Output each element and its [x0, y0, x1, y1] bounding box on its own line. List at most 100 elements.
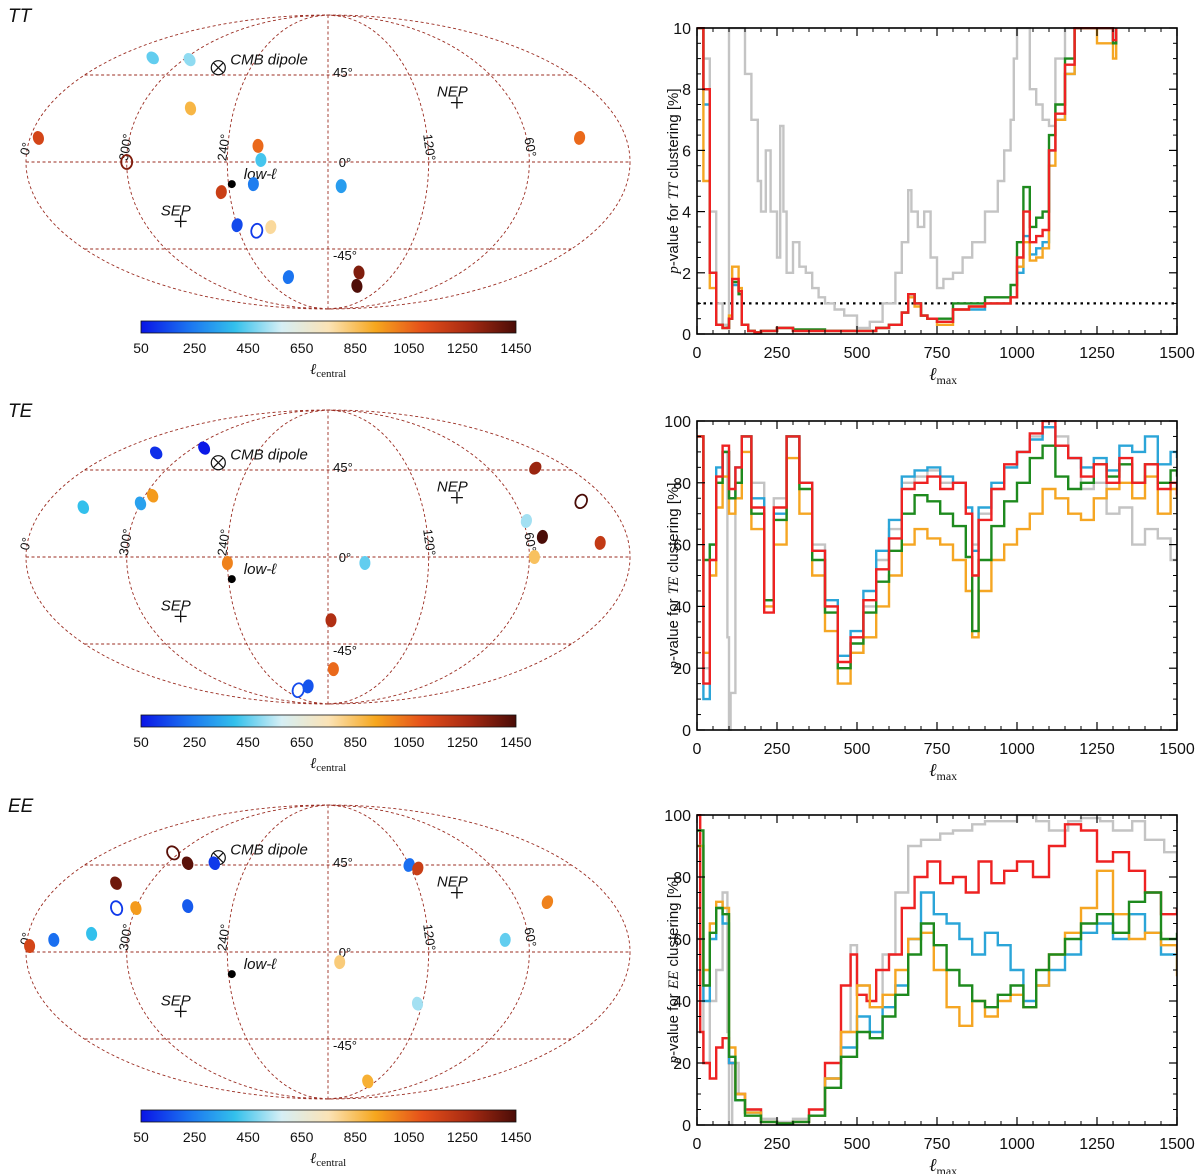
series-orange: [697, 844, 1177, 1125]
label-lat_m45: -45°: [333, 643, 357, 658]
x-tick-label: 1250: [1079, 345, 1115, 362]
spot-2: [198, 441, 211, 455]
spot-10: [291, 682, 305, 699]
label-lat_45: 45°: [333, 65, 353, 80]
spot-15: [353, 265, 365, 280]
colorbar-bar: [140, 1109, 517, 1123]
meridian-240: [226, 14, 329, 310]
spot-13: [362, 1074, 374, 1089]
spot-6: [221, 556, 233, 570]
y-tick-label: 100: [664, 414, 691, 431]
meridian-240: [226, 409, 329, 705]
colorbar-tt: 50 250 450 650 850 1050 1250 1450 ℓcentral: [133, 320, 532, 380]
x-tick-label: 1000: [999, 1136, 1035, 1153]
sep-marker: [174, 215, 187, 228]
y-axis-label: p-value for TE clustering [%]: [665, 483, 682, 670]
y-tick-label: 4: [682, 205, 691, 222]
colorbar-tick-label: 1250: [447, 1129, 478, 1145]
spot-7: [359, 556, 371, 570]
sep-marker: [174, 1005, 187, 1018]
y-tick-label: 8: [682, 82, 691, 99]
x-tick-label: 1500: [1159, 1136, 1195, 1153]
spot-5: [120, 154, 134, 170]
colorbar-tick-label: 250: [183, 1129, 207, 1145]
y-axis-label: p-value for EE clustering [%]: [665, 877, 682, 1065]
label-lon_240: 240°: [214, 923, 233, 952]
spot-16: [351, 278, 363, 293]
y-tick-label: 40: [673, 599, 691, 616]
label-lon_120: 120°: [420, 923, 439, 952]
x-tick-label: 250: [764, 1136, 791, 1153]
spot-8: [86, 926, 98, 941]
colorbar-label: ℓcentral: [310, 1151, 346, 1169]
x-tick-label: 750: [924, 1136, 951, 1153]
colorbar-tick-label: 850: [344, 340, 368, 356]
spot-15: [412, 861, 424, 876]
cmb-dipole-label: CMB dipole: [230, 842, 308, 859]
spot-15: [536, 529, 548, 544]
label-lon_120: 120°: [420, 133, 439, 162]
spot-3: [77, 500, 90, 514]
spot-5: [146, 488, 159, 503]
spot-2: [181, 856, 194, 870]
colorbar-label: ℓcentral: [310, 362, 346, 380]
label-lon_300: 300°: [116, 133, 135, 162]
spot-7: [255, 153, 267, 167]
x-tick-label: 1250: [1079, 741, 1115, 758]
nep-label: NEP: [437, 84, 468, 101]
series-group: [697, 420, 1177, 731]
series-green: [697, 829, 1177, 1125]
nep-marker: [450, 886, 463, 899]
line-plot-tt: 0 250 500 750 1000 1250 1500 0 2 4 6 8 10 ℓmax p-value…: [665, 21, 1195, 387]
colorbar-bar: [140, 320, 517, 334]
spot-14: [520, 514, 532, 528]
series-blue: [697, 426, 1177, 701]
spot-10: [24, 939, 36, 953]
graticule: [25, 14, 631, 310]
spot-12: [529, 461, 542, 475]
spot-3: [184, 101, 197, 116]
colorbar-tick-label: 1250: [447, 734, 478, 750]
panel-label: EE: [8, 796, 34, 817]
meridian-120: [327, 14, 430, 310]
colorbar-label: ℓcentral: [310, 756, 346, 774]
x-tick-label: 1500: [1159, 345, 1195, 362]
spot-9: [215, 185, 227, 200]
nep-label: NEP: [437, 874, 468, 891]
x-tick-label: 1500: [1159, 741, 1195, 758]
series-grey: [697, 27, 1118, 330]
x-tick-label: 0: [693, 1136, 702, 1153]
label-lon_60: 60°: [521, 136, 539, 158]
nep-marker: [450, 491, 463, 504]
spot-11: [231, 218, 243, 233]
sep-label: SEP: [161, 597, 191, 614]
colorbar-ee: 50 250 450 650 850 1050 1250 1450 ℓcentral: [133, 1109, 532, 1169]
x-tick-label: 0: [693, 345, 702, 362]
spot-9: [48, 932, 60, 947]
spot-4: [110, 876, 122, 890]
panel-label: TT: [8, 6, 33, 27]
y-tick-label: 80: [673, 476, 691, 493]
meridian-120: [327, 409, 430, 705]
spot-13: [265, 220, 277, 235]
series-grey: [697, 426, 1177, 731]
label-lon_60: 60°: [521, 531, 539, 553]
label-lat_m45: -45°: [333, 1038, 357, 1053]
line-plot-ee: 0 250 500 750 1000 1250 1500 0 20 40 60 80 100 ℓmax p-…: [664, 808, 1195, 1174]
low-l-marker: [227, 180, 236, 189]
spot-4: [32, 130, 44, 145]
spot-12: [250, 222, 264, 239]
spot-1: [146, 51, 159, 65]
colorbar-bar: [140, 714, 517, 728]
series-red: [697, 27, 1118, 334]
label-lon_240: 240°: [214, 133, 233, 162]
spot-14: [403, 858, 415, 872]
colorbar-tick-label: 850: [344, 1129, 368, 1145]
low-l-label: low-ℓ: [244, 561, 278, 578]
sep-label: SEP: [161, 202, 191, 219]
label-lon_0: 0°: [17, 536, 35, 552]
series-orange: [697, 435, 1177, 685]
cmb-dipole-label: CMB dipole: [230, 447, 308, 464]
y-tick-label: 0: [682, 723, 691, 740]
